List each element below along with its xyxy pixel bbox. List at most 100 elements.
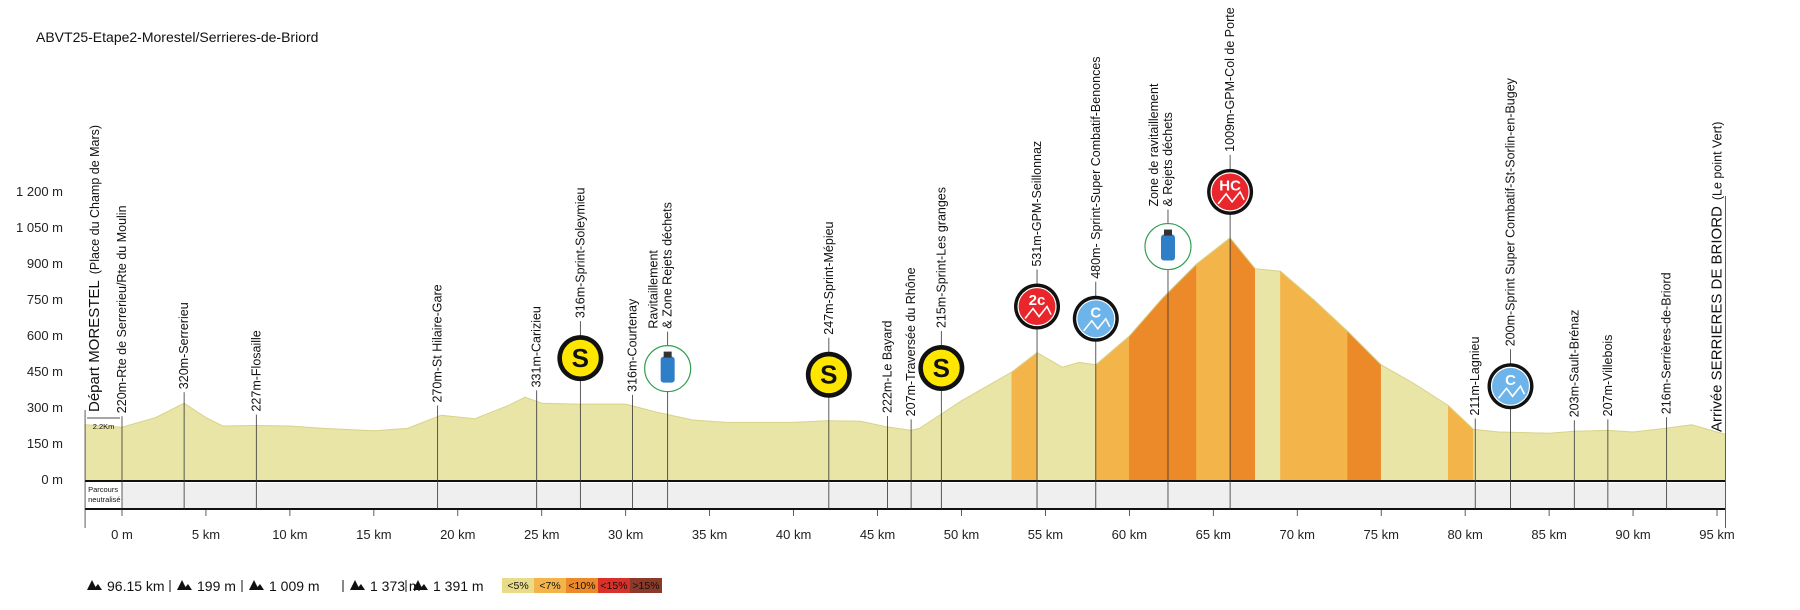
profile-segment xyxy=(885,426,912,481)
profile-segment xyxy=(1036,352,1063,481)
profile-segment xyxy=(1548,430,1575,481)
profile-segment xyxy=(1196,237,1231,481)
x-tick-label: 20 km xyxy=(440,527,475,542)
stat-icon xyxy=(87,580,102,590)
waypoint-icon-inner xyxy=(809,355,849,395)
waypoint-label: 320m-Serrerieu xyxy=(177,302,191,389)
profile-segment xyxy=(1666,424,1693,481)
profile-segment xyxy=(524,396,543,481)
x-tick-label: 55 km xyxy=(1028,527,1063,542)
stat-value: 199 m xyxy=(197,578,236,594)
waypoint-label: 247m-Sprint-Mépieu xyxy=(822,221,836,334)
neutral-distance: 2.2Km xyxy=(93,422,115,431)
waypoint-label: & Rejets déchets xyxy=(1161,112,1175,207)
legend-swatch xyxy=(630,578,662,593)
y-tick-label: 0 m xyxy=(41,472,63,487)
x-tick-label: 5 km xyxy=(192,527,220,542)
profile-segment xyxy=(323,428,375,481)
finish-note: (Le point Vert) xyxy=(1710,122,1724,201)
waypoint-label: 531m-GPM-Seillonnaz xyxy=(1030,141,1044,267)
y-tick-label: 600 m xyxy=(27,328,63,343)
waypoint-icon-text: HC xyxy=(1219,177,1241,194)
x-tick-label: 95 km xyxy=(1699,527,1734,542)
profile-segment xyxy=(692,419,727,481)
waypoint-icon-text: S xyxy=(933,353,950,383)
icon-glyph xyxy=(1083,317,1111,332)
bottle-cap xyxy=(1163,229,1172,236)
stat-value: 1 391 m xyxy=(433,578,484,594)
stat-icon xyxy=(249,580,264,590)
profile-segment xyxy=(222,425,257,481)
profile-segment xyxy=(1380,364,1416,481)
waypoint-label: 215m-Sprint-Les granges xyxy=(934,187,948,328)
profile-segment xyxy=(183,402,207,481)
x-tick-label: 30 km xyxy=(608,527,643,542)
x-tick-label: 80 km xyxy=(1447,527,1482,542)
profile-segment xyxy=(1347,330,1382,481)
x-tick-label: 65 km xyxy=(1196,527,1231,542)
y-tick-label: 150 m xyxy=(27,436,63,451)
y-tick-label: 1 200 m xyxy=(16,184,63,199)
profile-segment xyxy=(205,417,224,481)
waypoint-label: Ravitaillement xyxy=(647,250,661,329)
waypoint-label: 220m-Rte de Serrerieu/Rte du Moulin xyxy=(115,205,129,413)
legend-swatch xyxy=(566,578,598,593)
profile-segment xyxy=(793,420,828,481)
profile-segment xyxy=(507,396,526,481)
x-tick-label: 90 km xyxy=(1615,527,1650,542)
neutral-label: neutralisé xyxy=(88,495,121,504)
bottle xyxy=(1160,234,1175,261)
profile-segment xyxy=(256,425,291,481)
profile-segment xyxy=(541,402,576,481)
profile-segment xyxy=(1229,236,1256,481)
strip xyxy=(85,483,1726,508)
start-name: Départ MORESTEL xyxy=(86,280,103,412)
profile-segment xyxy=(1414,383,1449,481)
x-tick-label: 70 km xyxy=(1280,527,1315,542)
x-tick-label: 0 m xyxy=(111,527,133,542)
neutral-strip xyxy=(85,483,122,508)
waypoint-icon-text: S xyxy=(820,360,837,390)
waypoint-icon-text: C xyxy=(1090,304,1101,321)
waypoint-label: 1009m-GPM-Col de Porte xyxy=(1223,7,1237,152)
waypoint-label: 331m-Carizieu xyxy=(530,306,544,387)
legend-label: >15% xyxy=(632,580,659,592)
profile-segment xyxy=(1607,429,1634,481)
profile-segment xyxy=(726,422,794,481)
x-tick-label: 60 km xyxy=(1112,527,1147,542)
y-tick-label: 750 m xyxy=(27,292,63,307)
profile-segment xyxy=(961,371,1013,481)
profile-segment xyxy=(373,428,408,481)
waypoint-label: 227m-Flosaille xyxy=(249,330,263,411)
icon-glyph xyxy=(1024,305,1052,320)
profile-segment xyxy=(1448,404,1474,481)
profile-outline xyxy=(85,237,1726,435)
x-tick-label: 85 km xyxy=(1531,527,1566,542)
waypoint-icon-inner xyxy=(560,338,600,378)
profile-segment xyxy=(1011,351,1038,481)
profile-segment xyxy=(826,420,862,481)
y-tick-label: 1 050 m xyxy=(16,220,63,235)
x-tick-label: 10 km xyxy=(272,527,307,542)
start-note: (Place du Champ de Mars) xyxy=(88,125,102,274)
stat-icon xyxy=(413,580,428,590)
profile-segment xyxy=(121,417,156,481)
icon-glyph xyxy=(1497,384,1526,399)
waypoint-label: 222m-Le Bayard xyxy=(881,320,895,412)
legend-swatch xyxy=(598,578,630,593)
legend-label: <15% xyxy=(600,580,627,592)
stat-value: 1 009 m xyxy=(269,578,320,594)
waypoint-icon-inner xyxy=(921,348,961,388)
profile-segment xyxy=(658,412,694,481)
profile-segment xyxy=(575,403,626,481)
waypoint-label: 200m-Sprint Super Combatif-St-Sorlin-en-… xyxy=(1503,77,1517,346)
x-tick-label: 40 km xyxy=(776,527,811,542)
x-tick-label: 50 km xyxy=(944,527,979,542)
waypoint-label: 211m-Lagnieu xyxy=(1468,336,1482,415)
waypoint-label: 216m-Serrières-de-Briord xyxy=(1660,272,1674,414)
profile-segment xyxy=(1078,362,1097,481)
profile-segment xyxy=(1095,335,1130,481)
y-tick-label: 300 m xyxy=(27,400,63,415)
profile-segment xyxy=(1254,268,1281,481)
